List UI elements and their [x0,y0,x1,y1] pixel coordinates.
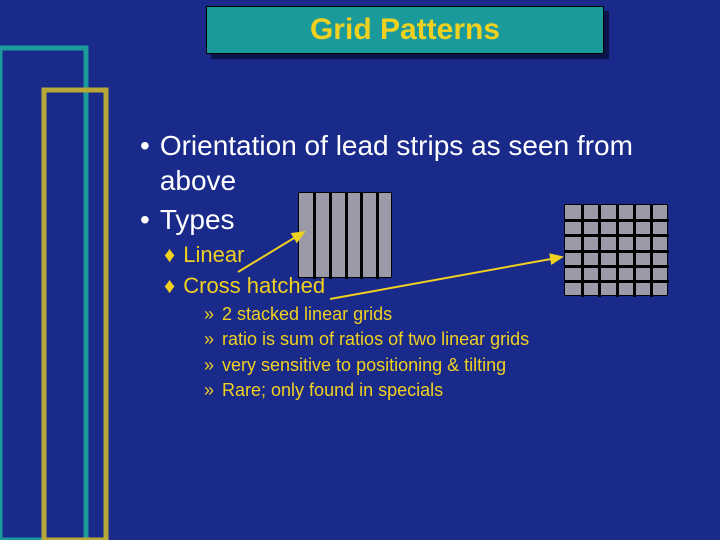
raquo-icon: » [204,302,214,326]
bullet-item: » ratio is sum of ratios of two linear g… [204,327,700,351]
slide-title-box: Grid Patterns [206,6,604,54]
bullet-item: » 2 stacked linear grids [204,302,700,326]
bullet-item: » very sensitive to positioning & tiltin… [204,353,700,377]
cross-grid-figure [564,204,668,296]
bullet-item: • Orientation of lead strips as seen fro… [140,128,700,198]
slide-title: Grid Patterns [310,13,500,47]
bullet-text: Linear [183,241,244,270]
bullet-text: ratio is sum of ratios of two linear gri… [222,327,529,351]
raquo-icon: » [204,327,214,351]
raquo-icon: » [204,378,214,402]
bullet-text: Types [160,202,235,237]
bullet-dot-icon: • [140,128,150,163]
bullet-text: Rare; only found in specials [222,378,443,402]
bullet-text: 2 stacked linear grids [222,302,392,326]
diamond-icon: ♦ [164,241,175,270]
bullet-text: Orientation of lead strips as seen from … [160,128,700,198]
bullet-item: » Rare; only found in specials [204,378,700,402]
bullet-dot-icon: • [140,202,150,237]
bullet-text: very sensitive to positioning & tilting [222,353,506,377]
diamond-icon: ♦ [164,272,175,301]
linear-grid-figure [298,192,392,278]
raquo-icon: » [204,353,214,377]
slide: Grid Patterns • Orientation of lead stri… [0,0,720,540]
